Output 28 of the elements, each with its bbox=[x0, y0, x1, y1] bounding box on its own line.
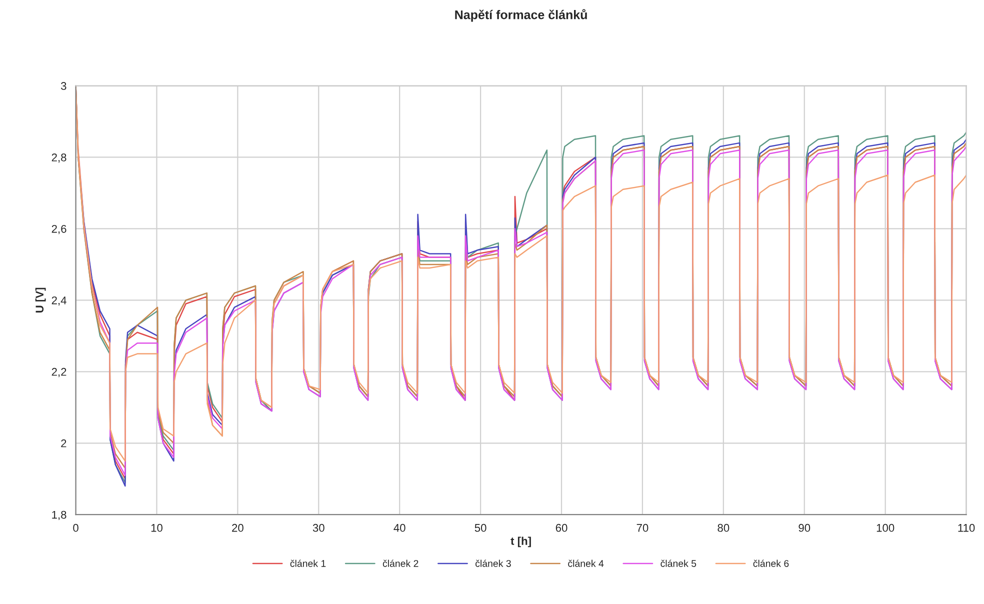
x-tick-label: 20 bbox=[232, 524, 244, 532]
x-tick-label: 80 bbox=[718, 524, 730, 532]
legend-label: článek 3 bbox=[476, 560, 511, 567]
y-tick-label: 2,4 bbox=[52, 296, 66, 306]
x-tick-label: 70 bbox=[636, 524, 648, 532]
x-tick-label: 100 bbox=[876, 524, 894, 532]
x-tick-label: 40 bbox=[394, 524, 406, 532]
x-tick-label: 90 bbox=[798, 524, 810, 532]
x-tick-label: 0 bbox=[73, 524, 78, 532]
x-axis-title: t [h] bbox=[510, 536, 531, 548]
y-tick-label: 2,8 bbox=[52, 154, 66, 163]
y-tick-label: 2,2 bbox=[52, 368, 66, 378]
legend-label: článek 2 bbox=[382, 560, 418, 567]
x-tick-label: 10 bbox=[151, 524, 162, 532]
x-tick-label: 60 bbox=[556, 524, 568, 532]
x-tick-label: 110 bbox=[958, 524, 975, 532]
y-tick-label: 1,8 bbox=[52, 510, 66, 520]
y-tick-label: 3 bbox=[60, 82, 66, 90]
chart-title: Napětí formace článků bbox=[455, 9, 587, 22]
x-tick-label: 50 bbox=[474, 524, 486, 532]
legend-label: článek 4 bbox=[568, 560, 604, 567]
legend-label: článek 1 bbox=[290, 560, 326, 567]
legend-label: článek 5 bbox=[660, 560, 696, 567]
y-axis-title: U [V] bbox=[35, 288, 46, 312]
x-tick-label: 30 bbox=[312, 524, 324, 532]
y-tick-label: 2,6 bbox=[52, 224, 66, 234]
legend-label: článek 6 bbox=[753, 560, 789, 567]
y-tick-label: 2 bbox=[61, 439, 66, 448]
